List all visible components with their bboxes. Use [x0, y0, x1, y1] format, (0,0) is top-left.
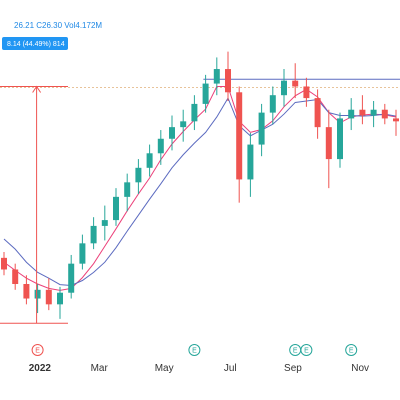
x-tick-label: Nov — [351, 363, 369, 374]
event-marker-label: E — [192, 348, 197, 355]
event-marker-label: E — [35, 348, 40, 355]
candle-body — [68, 263, 75, 293]
candle-body — [34, 289, 41, 299]
dividend-icon[interactable] — [345, 344, 358, 356]
candle-body — [370, 109, 377, 116]
candle-body — [325, 127, 332, 160]
event-marker-label: E — [293, 348, 298, 355]
candle-body — [169, 127, 175, 139]
candle-body — [269, 95, 276, 113]
ohlc-readout: 26.21 C26.30 Vol4.172M — [14, 21, 102, 30]
candle-body — [381, 109, 388, 119]
candle-body — [57, 292, 63, 305]
candle-body — [79, 243, 86, 264]
candle-body — [45, 289, 52, 305]
measure-arrow-icon — [32, 85, 42, 93]
candle-body — [337, 118, 343, 160]
candle-body — [135, 167, 142, 183]
candle-body — [23, 284, 30, 299]
candle-body — [180, 121, 187, 128]
dividend-icon[interactable] — [188, 344, 201, 356]
candle-body — [292, 80, 299, 87]
x-tick-label: 2022 — [29, 363, 52, 374]
candle-body — [225, 69, 231, 93]
candle-body — [236, 92, 243, 180]
candle-body — [247, 144, 254, 180]
candle-body — [281, 80, 287, 96]
x-tick-label: Mar — [91, 363, 109, 374]
event-marker-label: E — [349, 348, 354, 355]
candle-body — [202, 83, 209, 104]
x-tick-label: Sep — [284, 363, 302, 374]
candle-body — [146, 153, 153, 168]
candle-body — [359, 109, 366, 116]
event-marker-label: E — [304, 348, 309, 355]
candle-body — [191, 103, 198, 122]
candle-body — [90, 225, 97, 244]
candle-body — [314, 98, 321, 128]
candle-body — [303, 86, 310, 99]
candle-body — [101, 220, 108, 226]
candle-body — [1, 257, 7, 270]
earnings-icon[interactable] — [31, 344, 44, 356]
x-tick-label: Jul — [224, 363, 237, 374]
candle-body — [157, 138, 164, 154]
moving-average-fast-line — [3, 85, 397, 291]
x-tick-label: May — [155, 363, 174, 374]
measure-badge[interactable] — [2, 37, 68, 50]
measure-badge-label: 8.14 (44.49%) 814 — [7, 41, 65, 48]
candle-body — [124, 182, 131, 197]
candle-body — [12, 269, 19, 284]
candle-body — [348, 109, 355, 119]
candle-body — [213, 69, 220, 84]
candle-body — [113, 196, 119, 221]
dividend-icon[interactable] — [300, 344, 313, 356]
candle-body — [393, 118, 399, 122]
candle-body — [258, 112, 265, 145]
